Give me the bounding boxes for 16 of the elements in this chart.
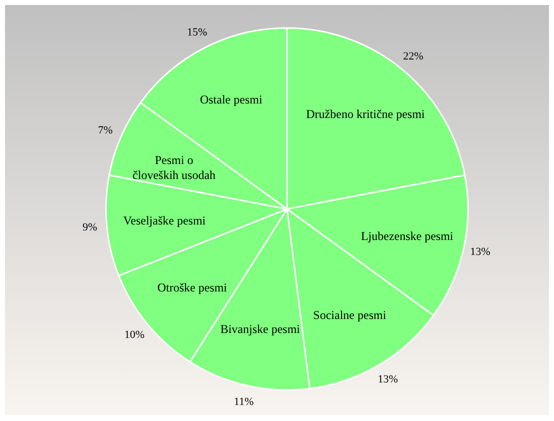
slice-label: Socialne pesmi xyxy=(313,308,387,322)
data-label: 15% xyxy=(187,26,208,39)
slice-label: Bivanjske pesmi xyxy=(220,322,301,336)
slice-label: Veseljaške pesmi xyxy=(123,214,206,228)
data-label: 13% xyxy=(470,246,490,258)
data-label: 11% xyxy=(234,396,254,408)
data-label: 22% xyxy=(403,50,424,62)
slice-label: Otroške pesmi xyxy=(157,280,228,294)
slice-label: Pesmi o človeških usodah xyxy=(132,153,216,182)
slice-label: Družbeno kritične pesmi xyxy=(306,107,426,122)
data-label: 13% xyxy=(378,373,398,386)
data-label: 10% xyxy=(124,329,145,342)
slice-label: Ostale pesmi xyxy=(200,92,263,106)
data-label: 7% xyxy=(98,124,113,136)
data-label: 9% xyxy=(82,222,98,234)
slice-label: Ljubezenske pesmi xyxy=(360,228,454,243)
